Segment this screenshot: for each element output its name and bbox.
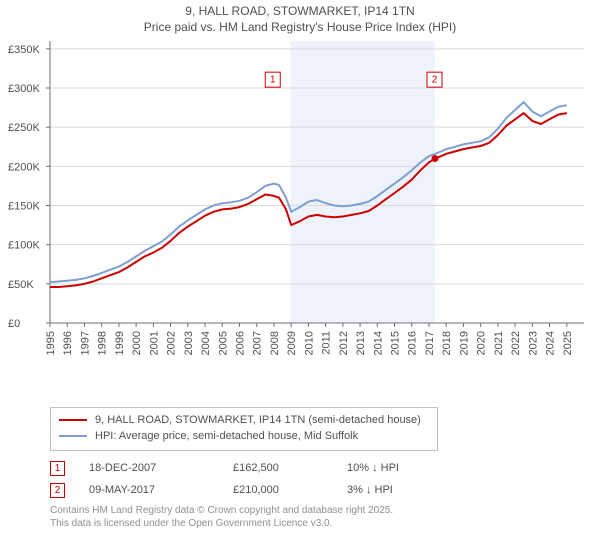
x-tick-label: 2004 — [200, 331, 212, 355]
marker-price: £210,000 — [233, 484, 323, 496]
x-tick-label: 2022 — [510, 331, 522, 355]
chart-title: 9, HALL ROAD, STOWMARKET, IP14 1TN Price… — [0, 0, 600, 35]
x-tick-label: 1995 — [45, 331, 57, 355]
legend-swatch — [59, 435, 87, 437]
x-tick-label: 1997 — [79, 331, 91, 355]
marker-date: 09-MAY-2017 — [89, 484, 209, 496]
x-tick-label: 2015 — [390, 331, 402, 355]
y-tick-label: £300K — [8, 83, 40, 95]
marker-date: 18-DEC-2007 — [89, 462, 209, 474]
x-tick-label: 2010 — [303, 331, 315, 355]
x-tick-label: 2016 — [407, 331, 419, 355]
chart-marker-label: 2 — [432, 75, 438, 86]
marker-diff: 3% ↓ HPI — [347, 484, 457, 496]
legend-row: 9, HALL ROAD, STOWMARKET, IP14 1TN (semi… — [59, 412, 429, 428]
legend-swatch — [59, 419, 87, 421]
marker-badge: 2 — [50, 483, 65, 498]
x-tick-label: 2007 — [252, 331, 264, 355]
y-tick-label: £200K — [8, 162, 40, 174]
y-tick-label: £0 — [8, 318, 20, 330]
shaded-band — [290, 41, 435, 323]
x-tick-label: 2008 — [269, 331, 281, 355]
legend-row: HPI: Average price, semi-detached house,… — [59, 428, 429, 444]
x-tick-label: 2009 — [286, 331, 298, 355]
x-tick-label: 2000 — [131, 331, 143, 355]
x-tick-label: 2003 — [183, 331, 195, 355]
x-tick-label: 2024 — [545, 331, 557, 355]
legend-label: HPI: Average price, semi-detached house,… — [95, 430, 358, 442]
x-tick-label: 2001 — [148, 331, 160, 355]
x-tick-label: 1999 — [114, 331, 126, 355]
y-tick-label: £50K — [8, 279, 34, 291]
marker-diff: 10% ↓ HPI — [347, 462, 457, 474]
footer-line: This data is licensed under the Open Gov… — [50, 518, 600, 531]
chart-marker-label: 1 — [270, 75, 276, 86]
marker-row: 1 18-DEC-2007 £162,500 10% ↓ HPI — [50, 457, 600, 479]
x-tick-label: 2021 — [493, 331, 505, 355]
x-tick-label: 2011 — [321, 331, 333, 355]
marker-table: 1 18-DEC-2007 £162,500 10% ↓ HPI 2 09-MA… — [50, 457, 600, 501]
marker-row: 2 09-MAY-2017 £210,000 3% ↓ HPI — [50, 479, 600, 501]
x-tick-label: 2019 — [458, 331, 470, 355]
x-tick-label: 2018 — [441, 331, 453, 355]
x-tick-label: 1996 — [62, 331, 74, 355]
x-tick-label: 2014 — [372, 331, 384, 355]
y-tick-label: £350K — [8, 44, 40, 56]
x-tick-label: 2023 — [527, 331, 539, 355]
marker-price: £162,500 — [233, 462, 323, 474]
x-tick-label: 2006 — [234, 331, 246, 355]
sale-point — [431, 155, 438, 162]
legend: 9, HALL ROAD, STOWMARKET, IP14 1TN (semi… — [50, 407, 438, 451]
x-tick-label: 2025 — [562, 331, 574, 355]
footer-line: Contains HM Land Registry data © Crown c… — [50, 505, 600, 518]
x-tick-label: 2020 — [476, 331, 488, 355]
y-tick-label: £250K — [8, 122, 40, 134]
x-tick-label: 2002 — [166, 331, 178, 355]
y-tick-label: £100K — [8, 240, 40, 252]
marker-badge: 1 — [50, 461, 65, 476]
line-chart: £0 £50K £100K £150K £200K £250K £300K £350K 1995… — [8, 35, 588, 365]
x-tick-label: 2017 — [424, 331, 436, 355]
footer: Contains HM Land Registry data © Crown c… — [50, 505, 600, 530]
x-tick-label: 2013 — [355, 331, 367, 355]
y-tick-label: £150K — [8, 201, 40, 213]
x-tick-label: 2012 — [338, 331, 350, 355]
legend-label: 9, HALL ROAD, STOWMARKET, IP14 1TN (semi… — [95, 414, 421, 426]
x-tick-label: 2005 — [217, 331, 229, 355]
title-line2: Price paid vs. HM Land Registry's House … — [0, 20, 600, 36]
title-line1: 9, HALL ROAD, STOWMARKET, IP14 1TN — [0, 4, 600, 20]
x-tick-label: 1998 — [97, 331, 109, 355]
chart-area: £0 £50K £100K £150K £200K £250K £300K £350K 1995… — [8, 35, 588, 365]
